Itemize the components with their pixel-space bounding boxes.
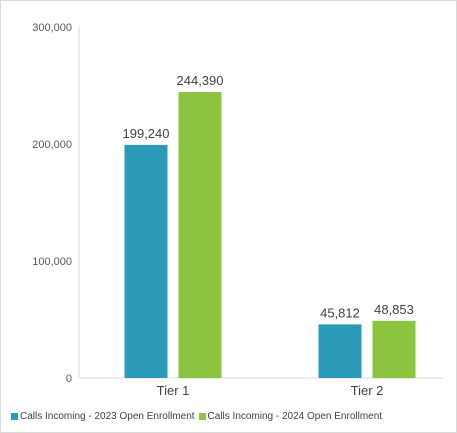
x-category-label: Tier 2: [351, 383, 384, 398]
legend-swatch-2024: [198, 412, 206, 420]
chart-legend: Calls Incoming - 2023 Open Enrollment Ca…: [11, 408, 382, 424]
y-tick-label: 100,000: [32, 256, 72, 268]
y-tick-label: 300,000: [32, 22, 72, 34]
y-tick-label: 0: [66, 373, 72, 385]
y-tick-label: 200,000: [32, 139, 72, 151]
legend-swatch-2023: [11, 412, 18, 420]
data-bar: [178, 92, 222, 379]
data-label: 45,812: [320, 305, 360, 320]
data-label: 244,390: [177, 73, 224, 88]
legend-item-2023: Calls Incoming - 2023 Open Enrollment: [11, 411, 195, 422]
x-category-label: Tier 1: [157, 383, 190, 398]
legend-item-2024: Calls Incoming - 2024 Open Enrollment: [198, 410, 383, 422]
legend-label-2024: Calls Incoming - 2024 Open Enrollment: [207, 410, 383, 422]
data-bar: [372, 320, 416, 378]
data-bar: [318, 324, 362, 378]
data-label: 199,240: [123, 126, 170, 141]
legend-label-2023: Calls Incoming - 2023 Open Enrollment: [20, 410, 195, 422]
data-bar: [124, 144, 168, 378]
data-label: 48,853: [374, 302, 414, 317]
